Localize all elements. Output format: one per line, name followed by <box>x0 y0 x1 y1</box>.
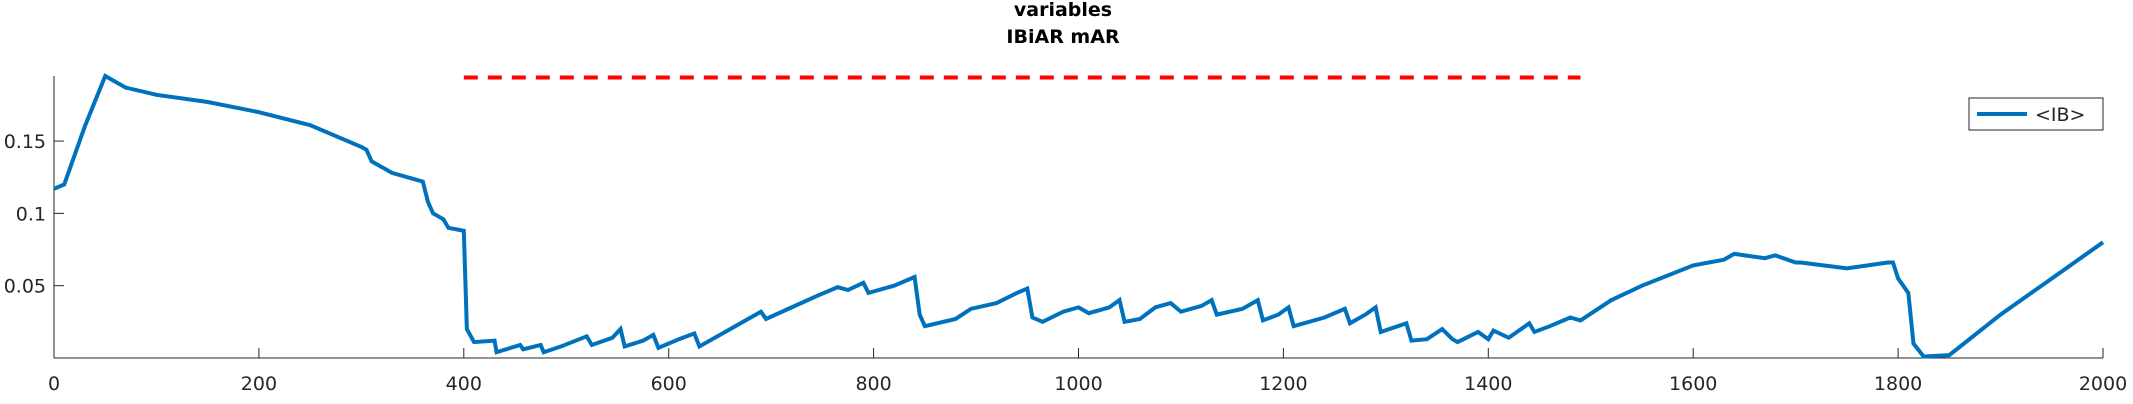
x-tick-label: 1400 <box>1464 373 1512 395</box>
y-tick-label: 0.1 <box>16 203 46 225</box>
x-tick-label: 2000 <box>2079 373 2127 395</box>
y-tick-label: 0.15 <box>4 131 46 153</box>
x-tick-label: 1200 <box>1259 373 1307 395</box>
x-tick-label: 800 <box>855 373 891 395</box>
x-tick-label: 200 <box>241 373 277 395</box>
x-tick-label: 600 <box>651 373 687 395</box>
x-tick-label: 400 <box>446 373 482 395</box>
legend-label: <IB> <box>2035 104 2085 126</box>
x-tick-label: 1000 <box>1054 373 1102 395</box>
x-tick-label: 1600 <box>1669 373 1717 395</box>
chart-subtitle: IBiAR mAR <box>1006 26 1120 48</box>
y-tick-label: 0.05 <box>4 276 46 298</box>
chart-title: variables <box>1014 0 1112 21</box>
x-tick-label: 1800 <box>1874 373 1922 395</box>
data-line <box>53 73 2105 359</box>
x-tick-label: 0 <box>48 373 60 395</box>
